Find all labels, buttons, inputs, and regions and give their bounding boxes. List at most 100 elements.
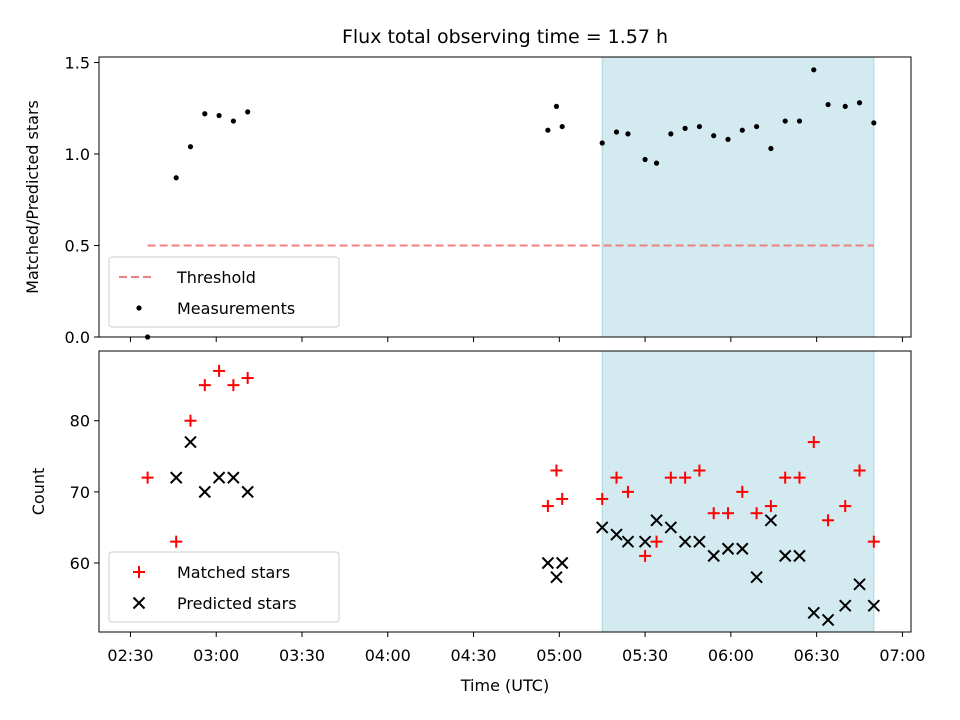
data-point [230,118,236,124]
data-point [245,109,251,115]
data-point [750,571,763,584]
data-point [707,549,720,563]
data-point [678,535,692,548]
legend-swatch [133,566,145,578]
data-point [736,485,749,498]
data-point [707,507,720,520]
count-panel: 60 70 80 02:30 03:00 03:30 04:00 04:30 05:00 05:… [29,350,925,665]
data-point [173,175,179,181]
data-point [796,118,803,124]
data-point [793,549,806,563]
data-point [664,471,677,484]
data-point [555,556,569,570]
legend-label: Predicted stars [177,594,297,613]
count-legend: Matched stars Predicted stars [108,551,340,623]
y-tick-label: 0.0 [65,328,90,347]
data-point [596,521,609,534]
x-tick-label: 02:30 [107,646,153,665]
data-point [621,535,635,548]
data-point [853,464,866,477]
legend-marker [133,566,145,578]
x-tick-label: 04:30 [450,646,496,665]
legend-swatch [136,305,142,311]
data-point [202,111,208,117]
data-point [856,100,863,106]
data-point [867,599,881,612]
count-y-ticks: 60 70 80 [70,412,99,573]
data-point [642,156,648,163]
series-plus [141,364,880,562]
data-point [184,414,197,427]
data-point [668,131,674,137]
data-point [599,140,605,146]
data-point [867,535,880,548]
data-point [610,528,623,541]
data-point [793,471,806,484]
x-tick-label: 03:30 [279,646,325,665]
data-point [711,133,717,139]
count-y-axis-label: Count [29,468,48,516]
data-point [541,556,555,570]
data-point [722,507,735,520]
data-point [638,535,652,548]
data-point [825,101,831,108]
data-point [736,542,749,555]
data-point [725,136,731,142]
data-point [550,571,563,584]
x-tick-label: 05:30 [622,646,668,665]
data-point [750,507,763,520]
data-point [871,120,877,126]
data-point [839,500,852,513]
data-point [721,542,735,555]
data-point [679,471,692,484]
ratio-marks [145,67,877,340]
legend-label: Measurements [177,299,295,318]
data-point [842,103,848,110]
x-tick-label: 07:00 [879,646,925,665]
data-point [621,485,634,498]
data-point [198,379,211,392]
y-tick-label: 80 [70,412,90,431]
data-point [768,145,774,152]
ratio-y-ticks: 0.0 0.5 1.0 1.5 [65,53,99,347]
legend-label: Matched stars [177,563,290,582]
data-point [650,514,663,527]
series-x [169,435,881,627]
legend-swatch [132,596,146,610]
data-point [241,372,254,385]
data-point [541,500,554,513]
count-marks [141,364,881,627]
chart-title: Flux total observing time = 1.57 h [342,26,668,48]
data-point [653,160,660,166]
data-point [779,471,792,484]
x-tick-label: 03:00 [193,646,239,665]
data-point [545,127,551,133]
data-point [682,125,688,131]
data-point [764,500,777,513]
data-point [625,131,631,137]
data-point [811,67,817,73]
y-tick-label: 1.5 [65,53,90,72]
legend-label: Threshold [176,268,256,287]
ratio-panel-frame [98,56,912,338]
data-point [693,535,706,548]
data-point [821,613,835,627]
data-point [696,123,703,130]
data-point [596,492,609,505]
legend-marker [136,305,142,311]
legend-box [108,551,340,623]
x-tick-label: 06:30 [794,646,840,665]
x-axis-label: Time (UTC) [460,676,549,695]
data-point [141,471,154,484]
y-tick-label: 1.0 [65,145,90,164]
y-tick-label: 60 [70,554,90,573]
data-point [169,471,183,484]
data-point [839,599,852,612]
data-point [664,521,678,534]
ratio-x-ticks [129,337,903,342]
data-point [807,436,820,449]
data-point [187,144,194,150]
data-point [613,129,620,135]
legend-marker [132,596,146,610]
shaded-interval [601,56,875,338]
